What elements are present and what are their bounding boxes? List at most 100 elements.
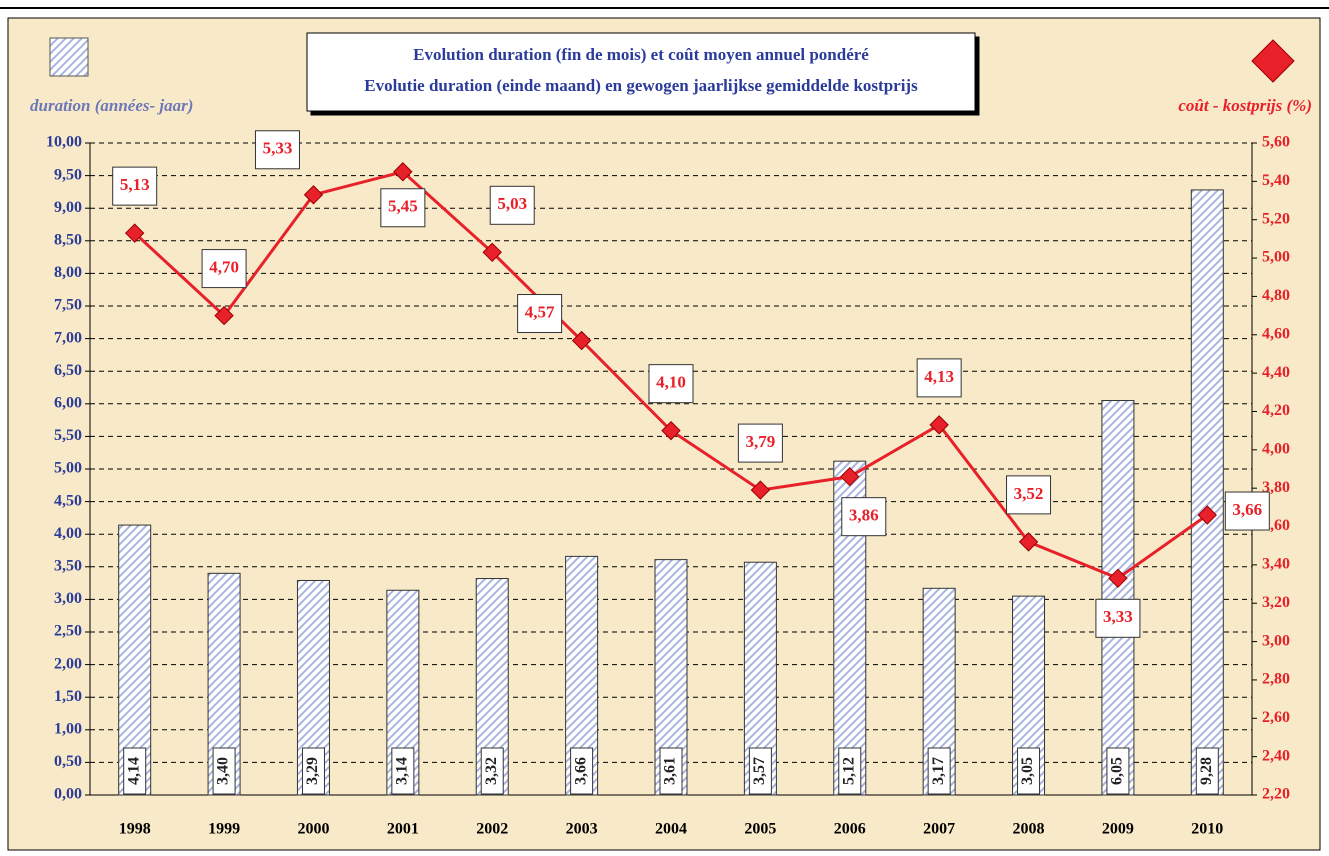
- bar-label: 3,57: [751, 757, 768, 785]
- line-marker: [214, 305, 234, 326]
- y2-tick-label: 4,40: [1262, 364, 1290, 381]
- bar-label: 3,61: [662, 757, 679, 785]
- bar-label-box: [301, 747, 325, 795]
- y-tick-label: 9,00: [54, 199, 82, 216]
- x-tick-label: 1998: [119, 821, 151, 838]
- line-marker: [929, 415, 949, 435]
- y-tick-label: 8,00: [54, 264, 82, 281]
- y-tick-label: 7,00: [54, 329, 82, 346]
- y-tick-label: 1,50: [54, 688, 82, 705]
- y-tick-label: 2,50: [54, 623, 82, 640]
- y-tick-label: 6,00: [54, 394, 82, 411]
- y-tick-label: 3,00: [54, 590, 82, 607]
- y2-tick-label: 5,60: [1262, 134, 1290, 151]
- y2-tick-label: 4,20: [1262, 402, 1290, 419]
- y-tick-label: 5,50: [54, 427, 82, 444]
- line-marker: [571, 330, 592, 351]
- y2-tick-label: 3,20: [1262, 594, 1290, 611]
- bar-label-box: [659, 747, 683, 795]
- y-tick-label: 3,50: [54, 557, 82, 574]
- bar-label: 3,40: [215, 757, 232, 785]
- y-tick-label: 9,50: [54, 166, 82, 183]
- bar-label-box: [1106, 747, 1130, 795]
- bar-label: 6,05: [1109, 757, 1126, 785]
- bar-label-box: [838, 747, 862, 795]
- bar-label-box: [391, 747, 415, 795]
- line-marker: [750, 480, 771, 500]
- line-marker: [124, 223, 145, 243]
- bar-label: 3,17: [930, 757, 947, 785]
- y-tick-label: 4,50: [54, 492, 82, 509]
- chart-subtitle: Evolutie duration (einde maand) en gewog…: [364, 76, 918, 95]
- line-marker: [303, 185, 324, 205]
- line-marker: [840, 466, 860, 487]
- x-tick-label: 2006: [834, 821, 866, 838]
- line-marker: [1108, 568, 1128, 589]
- line-label-box: [201, 249, 247, 289]
- y-tick-label: 10,00: [46, 134, 82, 151]
- legend-bar-label: duration (années- jaar): [30, 96, 193, 115]
- line-marker: [661, 420, 681, 441]
- line-label: 4,57: [525, 302, 555, 321]
- y-tick-label: 6,50: [54, 362, 82, 379]
- line-label-box: [916, 358, 962, 398]
- y2-tick-label: 3,40: [1262, 556, 1290, 573]
- bar-label: 3,14: [394, 757, 411, 785]
- line-label-box: [517, 294, 563, 334]
- y2-tick-label: 4,60: [1262, 325, 1290, 342]
- x-tick-label: 2005: [744, 821, 776, 838]
- line-label-box: [648, 364, 694, 404]
- bar-label: 4,14: [125, 757, 142, 785]
- line-label: 3,66: [1232, 500, 1262, 519]
- legend-line-icon: [1251, 39, 1295, 83]
- line-label-box: [380, 188, 426, 228]
- bar-label-box: [1195, 747, 1219, 795]
- bar-label: 3,29: [304, 757, 321, 785]
- y-tick-label: 4,00: [54, 525, 82, 542]
- line-marker: [1197, 505, 1218, 525]
- y2-tick-label: 4,00: [1262, 440, 1290, 457]
- line-label-box: [112, 166, 158, 206]
- bar-label-box: [1017, 747, 1041, 795]
- line-label-box: [841, 497, 887, 537]
- y2-tick-label: 2,40: [1262, 747, 1290, 764]
- x-tick-label: 2000: [297, 821, 329, 838]
- line-marker: [393, 162, 413, 182]
- bar-label: 3,32: [483, 757, 500, 785]
- line-label: 3,52: [1014, 484, 1044, 503]
- y-tick-label: 7,50: [54, 297, 82, 314]
- line-label: 5,13: [120, 175, 150, 194]
- y-tick-label: 0,50: [54, 753, 82, 770]
- line-label-box: [1095, 598, 1141, 638]
- y2-tick-label: 2,20: [1262, 786, 1290, 803]
- y-tick-label: 8,50: [54, 231, 82, 248]
- title-box: [306, 32, 976, 112]
- bar-label: 3,05: [1019, 757, 1036, 785]
- x-tick-label: 2007: [923, 821, 955, 838]
- y2-tick-label: 4,80: [1262, 287, 1290, 304]
- line-label: 4,10: [656, 373, 686, 392]
- x-tick-label: 2002: [476, 821, 508, 838]
- line-label-box: [1006, 475, 1052, 515]
- x-tick-label: 2010: [1191, 821, 1223, 838]
- bar: [1101, 400, 1135, 796]
- line-label-box: [1224, 491, 1270, 531]
- line-label: 5,03: [497, 194, 527, 213]
- y2-tick-label: 2,80: [1262, 671, 1290, 688]
- y-tick-label: 5,00: [54, 460, 82, 477]
- line-label-box: [737, 423, 783, 463]
- x-tick-label: 2001: [387, 821, 419, 838]
- line-label: 5,33: [263, 139, 293, 158]
- y2-tick-label: 5,40: [1262, 172, 1290, 189]
- line-label: 5,45: [388, 197, 418, 216]
- line-label: 4,13: [924, 367, 954, 386]
- x-tick-label: 2003: [566, 821, 598, 838]
- chart-title: Evolution duration (fin de mois) et coût…: [413, 45, 869, 64]
- bar-label: 3,66: [572, 757, 589, 785]
- x-tick-label: 2008: [1013, 821, 1045, 838]
- line-label: 3,86: [849, 506, 879, 525]
- y-tick-label: 2,00: [54, 655, 82, 672]
- x-tick-label: 2009: [1102, 821, 1134, 838]
- line-marker: [482, 242, 502, 263]
